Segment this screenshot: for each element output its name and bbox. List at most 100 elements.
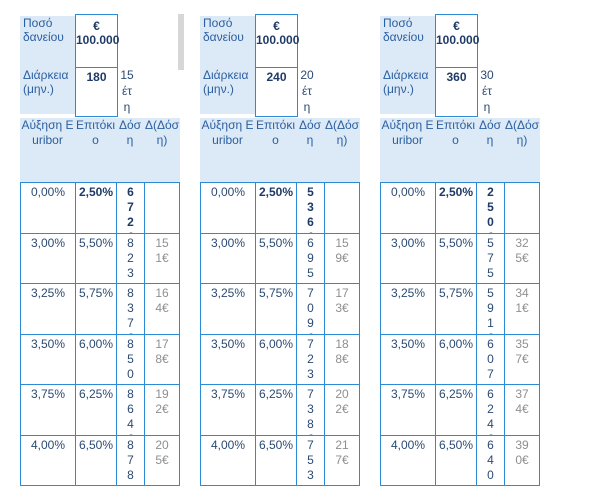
euribor-header: Αύξηση Euribor <box>20 118 75 182</box>
diff-cell: 325€ <box>504 232 540 284</box>
diff-cell <box>144 182 180 234</box>
installment-header: Δόση <box>296 118 324 182</box>
euribor-header: Αύξηση Euribor <box>200 118 255 182</box>
diff-cell: 164€ <box>144 283 180 335</box>
rate-cell: 5,50% <box>75 232 117 284</box>
rate-cell: 2,50% <box>75 182 117 234</box>
euribor-cell: 0,00% <box>380 182 436 234</box>
rate-cell: 5,50% <box>435 232 477 284</box>
duration-label: Διάρκεια (μην.) <box>200 68 255 114</box>
installment-cell: 878€ <box>116 434 145 486</box>
installment-cell: 536€ <box>296 182 325 234</box>
amount-value: € 100.000 <box>435 14 479 68</box>
rate-cell: 2,50% <box>435 182 477 234</box>
diff-cell: 341€ <box>504 283 540 335</box>
installment-cell: 738€ <box>296 384 325 436</box>
rate-cell: 6,00% <box>75 333 117 385</box>
installment-cell: 250€ <box>476 182 505 234</box>
euribor-cell: 3,25% <box>200 283 256 335</box>
rate-cell: 5,75% <box>435 283 477 335</box>
rate-cell: 2,50% <box>255 182 297 234</box>
years-text: 15 έτη <box>120 68 134 114</box>
rate-cell: 5,75% <box>75 283 117 335</box>
diff-cell: 159€ <box>324 232 360 284</box>
duration-value: 240 <box>255 67 298 117</box>
diff-header: Δ(Δόση) <box>504 118 540 182</box>
duration-value: 360 <box>435 67 478 117</box>
diff-cell: 202€ <box>324 384 360 436</box>
duration-label: Διάρκεια (μην.) <box>380 68 435 114</box>
rate-cell: 6,50% <box>435 434 477 486</box>
euribor-cell: 4,00% <box>380 434 436 486</box>
years-text: 30 έτη <box>480 68 494 114</box>
years-text: 20 έτη <box>300 68 314 114</box>
amount-value: € 100.000 <box>255 14 299 68</box>
installment-cell: 753€ <box>296 434 325 486</box>
amount-label: Ποσό δανείου <box>380 16 435 68</box>
diff-cell: 173€ <box>324 283 360 335</box>
euribor-cell: 3,00% <box>380 232 436 284</box>
installment-cell: 695€ <box>296 232 325 284</box>
installment-cell: 850€ <box>116 333 145 385</box>
duration-label: Διάρκεια (μην.) <box>20 68 75 114</box>
rate-cell: 6,00% <box>255 333 297 385</box>
rate-header: Επιτόκιο <box>255 118 296 182</box>
rate-cell: 6,00% <box>435 333 477 385</box>
installment-cell: 575€ <box>476 232 505 284</box>
diff-cell: 192€ <box>144 384 180 436</box>
diff-cell: 374€ <box>504 384 540 436</box>
duration-value: 180 <box>75 67 118 117</box>
diff-cell: 178€ <box>144 333 180 385</box>
euribor-cell: 3,00% <box>20 232 76 284</box>
installment-cell: 823€ <box>116 232 145 284</box>
diff-header: Δ(Δόση) <box>144 118 180 182</box>
rate-cell: 6,50% <box>255 434 297 486</box>
installment-cell: 624€ <box>476 384 505 436</box>
euribor-cell: 0,00% <box>20 182 76 234</box>
amount-value: € 100.000 <box>75 14 119 68</box>
euribor-cell: 3,00% <box>200 232 256 284</box>
amount-label: Ποσό δανείου <box>200 16 255 68</box>
rate-cell: 6,25% <box>255 384 297 436</box>
diff-cell: 188€ <box>324 333 360 385</box>
diff-cell <box>504 182 540 234</box>
diff-cell: 151€ <box>144 232 180 284</box>
euribor-cell: 0,00% <box>200 182 256 234</box>
rate-cell: 5,50% <box>255 232 297 284</box>
euribor-cell: 4,00% <box>20 434 76 486</box>
diff-header: Δ(Δόση) <box>324 118 360 182</box>
euribor-cell: 4,00% <box>200 434 256 486</box>
euribor-cell: 3,50% <box>200 333 256 385</box>
installment-cell: 864€ <box>116 384 145 436</box>
scrollbar-thumb[interactable] <box>178 14 184 70</box>
diff-cell: 357€ <box>504 333 540 385</box>
euribor-cell: 3,50% <box>380 333 436 385</box>
rate-cell: 6,50% <box>75 434 117 486</box>
diff-cell <box>324 182 360 234</box>
installment-header: Δόση <box>476 118 504 182</box>
euribor-cell: 3,75% <box>20 384 76 436</box>
euribor-cell: 3,25% <box>20 283 76 335</box>
euribor-cell: 3,50% <box>20 333 76 385</box>
rate-cell: 6,25% <box>435 384 477 436</box>
diff-cell: 205€ <box>144 434 180 486</box>
installment-cell: 591€ <box>476 283 505 335</box>
installment-cell: 672€ <box>116 182 145 234</box>
installment-cell: 709€ <box>296 283 325 335</box>
installment-cell: 640€ <box>476 434 505 486</box>
euribor-cell: 3,75% <box>200 384 256 436</box>
rate-cell: 5,75% <box>255 283 297 335</box>
diff-cell: 390€ <box>504 434 540 486</box>
installment-header: Δόση <box>116 118 144 182</box>
euribor-cell: 3,25% <box>380 283 436 335</box>
rate-header: Επιτόκιο <box>75 118 116 182</box>
rate-header: Επιτόκιο <box>435 118 476 182</box>
amount-label: Ποσό δανείου <box>20 16 75 68</box>
rate-cell: 6,25% <box>75 384 117 436</box>
diff-cell: 217€ <box>324 434 360 486</box>
installment-cell: 723€ <box>296 333 325 385</box>
installment-cell: 607€ <box>476 333 505 385</box>
euribor-cell: 3,75% <box>380 384 436 436</box>
euribor-header: Αύξηση Euribor <box>380 118 435 182</box>
installment-cell: 837€ <box>116 283 145 335</box>
